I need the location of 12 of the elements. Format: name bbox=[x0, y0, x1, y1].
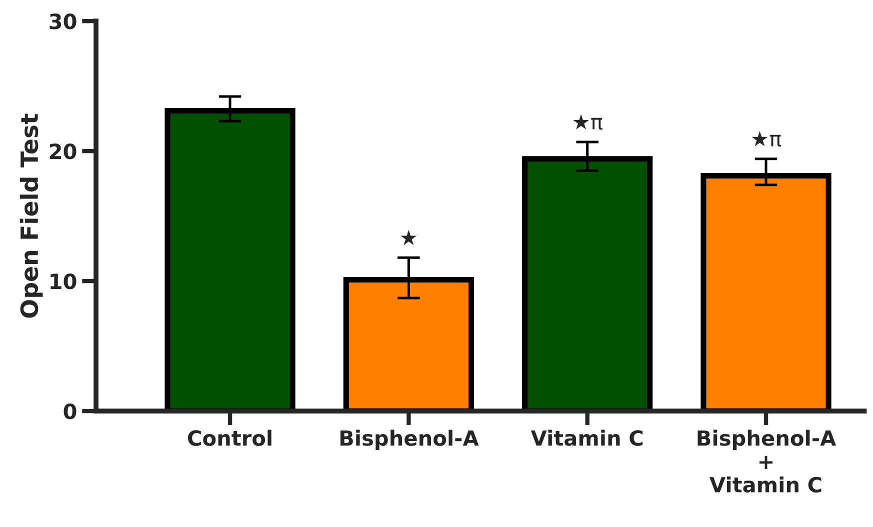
annotation: ★ bbox=[400, 230, 417, 246]
annotation: ★π bbox=[752, 131, 782, 147]
annotation: ★π bbox=[573, 114, 602, 130]
x-tick-label: Bisphenol-A bbox=[340, 430, 479, 450]
y-axis-title: Open Field Test bbox=[20, 114, 43, 318]
y-tick-label: 30 bbox=[50, 14, 76, 30]
x-tick-label: Vitamin C bbox=[530, 430, 643, 446]
x-tick-label: Control bbox=[188, 430, 272, 446]
y-tick-label: 0 bbox=[64, 404, 76, 420]
x-tick-label: Bisphenol-A + Vitamin C bbox=[698, 430, 836, 493]
y-tick-label: 20 bbox=[50, 144, 76, 160]
y-tick-label: 10 bbox=[50, 274, 76, 290]
